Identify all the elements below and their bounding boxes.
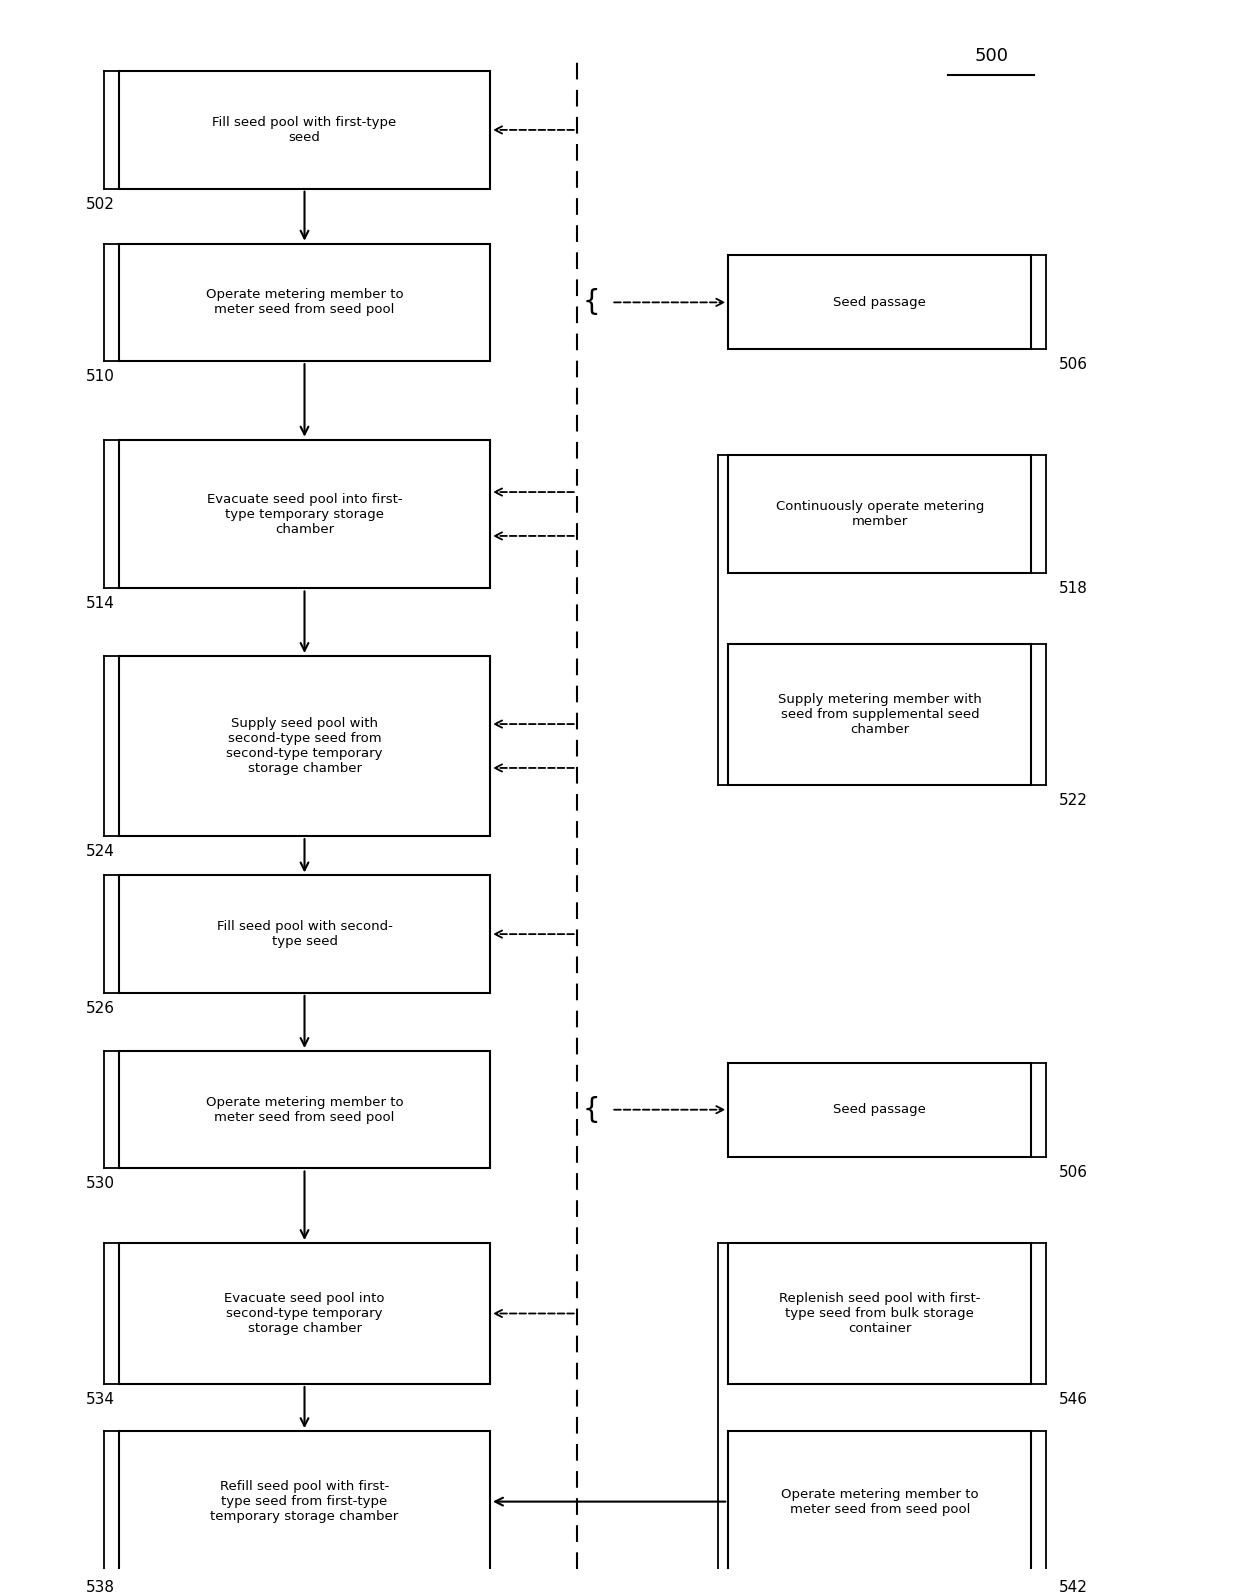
FancyBboxPatch shape — [119, 875, 490, 993]
Text: 522: 522 — [1059, 794, 1087, 808]
FancyBboxPatch shape — [119, 655, 490, 837]
Text: 526: 526 — [86, 1001, 114, 1015]
Text: Operate metering member to
meter seed from seed pool: Operate metering member to meter seed fr… — [206, 1095, 403, 1124]
Text: 542: 542 — [1059, 1580, 1087, 1594]
Text: Seed passage: Seed passage — [833, 296, 926, 309]
FancyBboxPatch shape — [728, 255, 1032, 349]
Text: 530: 530 — [86, 1176, 114, 1191]
Text: Fill seed pool with second-
type seed: Fill seed pool with second- type seed — [217, 920, 392, 948]
FancyBboxPatch shape — [119, 1050, 490, 1168]
Text: Operate metering member to
meter seed from seed pool: Operate metering member to meter seed fr… — [781, 1487, 978, 1516]
Text: 538: 538 — [86, 1580, 114, 1594]
Text: 506: 506 — [1059, 1165, 1087, 1180]
FancyBboxPatch shape — [119, 72, 490, 188]
FancyBboxPatch shape — [728, 1431, 1032, 1572]
Text: Continuously operate metering
member: Continuously operate metering member — [776, 501, 985, 528]
Text: Evacuate seed pool into first-
type temporary storage
chamber: Evacuate seed pool into first- type temp… — [207, 493, 402, 536]
Text: {: { — [583, 1095, 600, 1124]
Text: Operate metering member to
meter seed from seed pool: Operate metering member to meter seed fr… — [206, 289, 403, 316]
Text: 510: 510 — [86, 368, 114, 384]
Text: Fill seed pool with first-type
seed: Fill seed pool with first-type seed — [212, 116, 397, 143]
Text: 534: 534 — [86, 1392, 114, 1408]
Text: {: { — [583, 289, 600, 316]
Text: Refill seed pool with first-
type seed from first-type
temporary storage chamber: Refill seed pool with first- type seed f… — [211, 1481, 398, 1524]
FancyBboxPatch shape — [728, 644, 1032, 786]
Text: Seed passage: Seed passage — [833, 1103, 926, 1116]
Text: Replenish seed pool with first-
type seed from bulk storage
container: Replenish seed pool with first- type see… — [779, 1293, 981, 1336]
Text: Evacuate seed pool into
second-type temporary
storage chamber: Evacuate seed pool into second-type temp… — [224, 1293, 384, 1336]
FancyBboxPatch shape — [119, 1431, 490, 1572]
Text: Supply metering member with
seed from supplemental seed
chamber: Supply metering member with seed from su… — [777, 693, 982, 736]
Text: 500: 500 — [975, 48, 1008, 65]
Text: 524: 524 — [86, 843, 114, 859]
Text: 514: 514 — [86, 596, 114, 612]
FancyBboxPatch shape — [728, 456, 1032, 572]
Text: 518: 518 — [1059, 580, 1087, 596]
Text: 506: 506 — [1059, 357, 1087, 373]
FancyBboxPatch shape — [728, 1243, 1032, 1384]
Text: 502: 502 — [86, 196, 114, 212]
FancyBboxPatch shape — [119, 244, 490, 362]
Text: Supply seed pool with
second-type seed from
second-type temporary
storage chambe: Supply seed pool with second-type seed f… — [226, 717, 383, 775]
FancyBboxPatch shape — [728, 1063, 1032, 1157]
FancyBboxPatch shape — [119, 440, 490, 588]
Text: 546: 546 — [1059, 1392, 1087, 1408]
FancyBboxPatch shape — [119, 1243, 490, 1384]
